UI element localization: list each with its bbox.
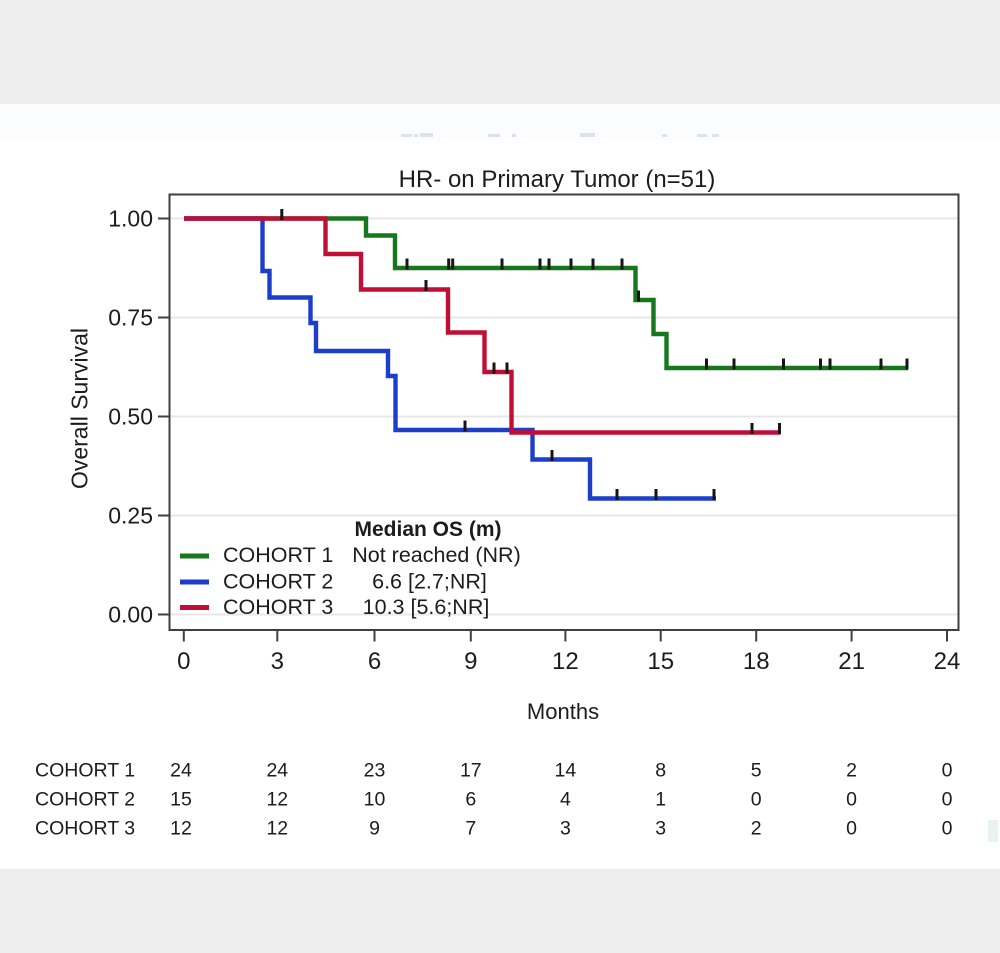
svg-text:Months: Months	[527, 699, 599, 724]
svg-text:12: 12	[552, 648, 579, 675]
svg-text:5: 5	[751, 760, 762, 782]
svg-text:9: 9	[369, 818, 380, 840]
svg-text:10.3 [5.6;NR]: 10.3 [5.6;NR]	[363, 595, 490, 619]
svg-text:0.50: 0.50	[108, 404, 153, 430]
svg-text:Not reached (NR): Not reached (NR)	[352, 543, 520, 567]
svg-text:COHORT 1: COHORT 1	[223, 543, 333, 567]
svg-text:10: 10	[364, 789, 386, 811]
svg-text:COHORT 1: COHORT 1	[35, 760, 135, 782]
svg-text:1.00: 1.00	[108, 206, 153, 232]
svg-text:23: 23	[364, 760, 386, 782]
svg-text:0: 0	[942, 789, 953, 811]
svg-text:14: 14	[555, 760, 577, 782]
svg-text:4: 4	[560, 789, 571, 811]
svg-text:24: 24	[170, 760, 192, 782]
svg-text:3: 3	[560, 818, 571, 840]
svg-text:18: 18	[743, 648, 770, 675]
svg-text:12: 12	[266, 789, 288, 811]
svg-text:0: 0	[751, 789, 762, 811]
svg-text:COHORT 2: COHORT 2	[35, 789, 135, 811]
svg-text:15: 15	[647, 648, 674, 675]
svg-text:8: 8	[655, 760, 666, 782]
svg-text:HR- on Primary Tumor (n=51): HR- on Primary Tumor (n=51)	[399, 166, 716, 193]
svg-text:2: 2	[751, 818, 762, 840]
svg-text:24: 24	[266, 760, 288, 782]
svg-text:0: 0	[846, 789, 857, 811]
svg-text:2: 2	[846, 760, 857, 782]
svg-text:Median OS (m): Median OS (m)	[354, 518, 501, 541]
svg-text:0.00: 0.00	[108, 602, 153, 628]
svg-text:12: 12	[266, 818, 288, 840]
svg-text:0: 0	[846, 818, 857, 840]
svg-text:0: 0	[177, 648, 190, 675]
svg-text:24: 24	[934, 648, 961, 675]
svg-text:COHORT 2: COHORT 2	[223, 570, 333, 594]
svg-text:COHORT 3: COHORT 3	[35, 818, 135, 840]
svg-text:0.25: 0.25	[108, 503, 153, 529]
svg-text:0.75: 0.75	[108, 305, 153, 331]
svg-text:12: 12	[170, 818, 192, 840]
svg-text:Overall Survival: Overall Survival	[67, 328, 93, 489]
svg-text:7: 7	[465, 818, 476, 840]
svg-text:COHORT 3: COHORT 3	[223, 595, 333, 619]
svg-text:3: 3	[655, 818, 666, 840]
svg-text:15: 15	[170, 789, 192, 811]
svg-text:6: 6	[368, 648, 381, 675]
svg-text:17: 17	[460, 760, 482, 782]
svg-text:1: 1	[655, 789, 666, 811]
svg-text:0: 0	[942, 818, 953, 840]
svg-text:6: 6	[465, 789, 476, 811]
svg-text:9: 9	[464, 648, 477, 675]
svg-text:3: 3	[271, 648, 284, 675]
svg-text:6.6 [2.7;NR]: 6.6 [2.7;NR]	[372, 570, 487, 594]
svg-text:0: 0	[942, 760, 953, 782]
svg-text:21: 21	[838, 648, 865, 675]
